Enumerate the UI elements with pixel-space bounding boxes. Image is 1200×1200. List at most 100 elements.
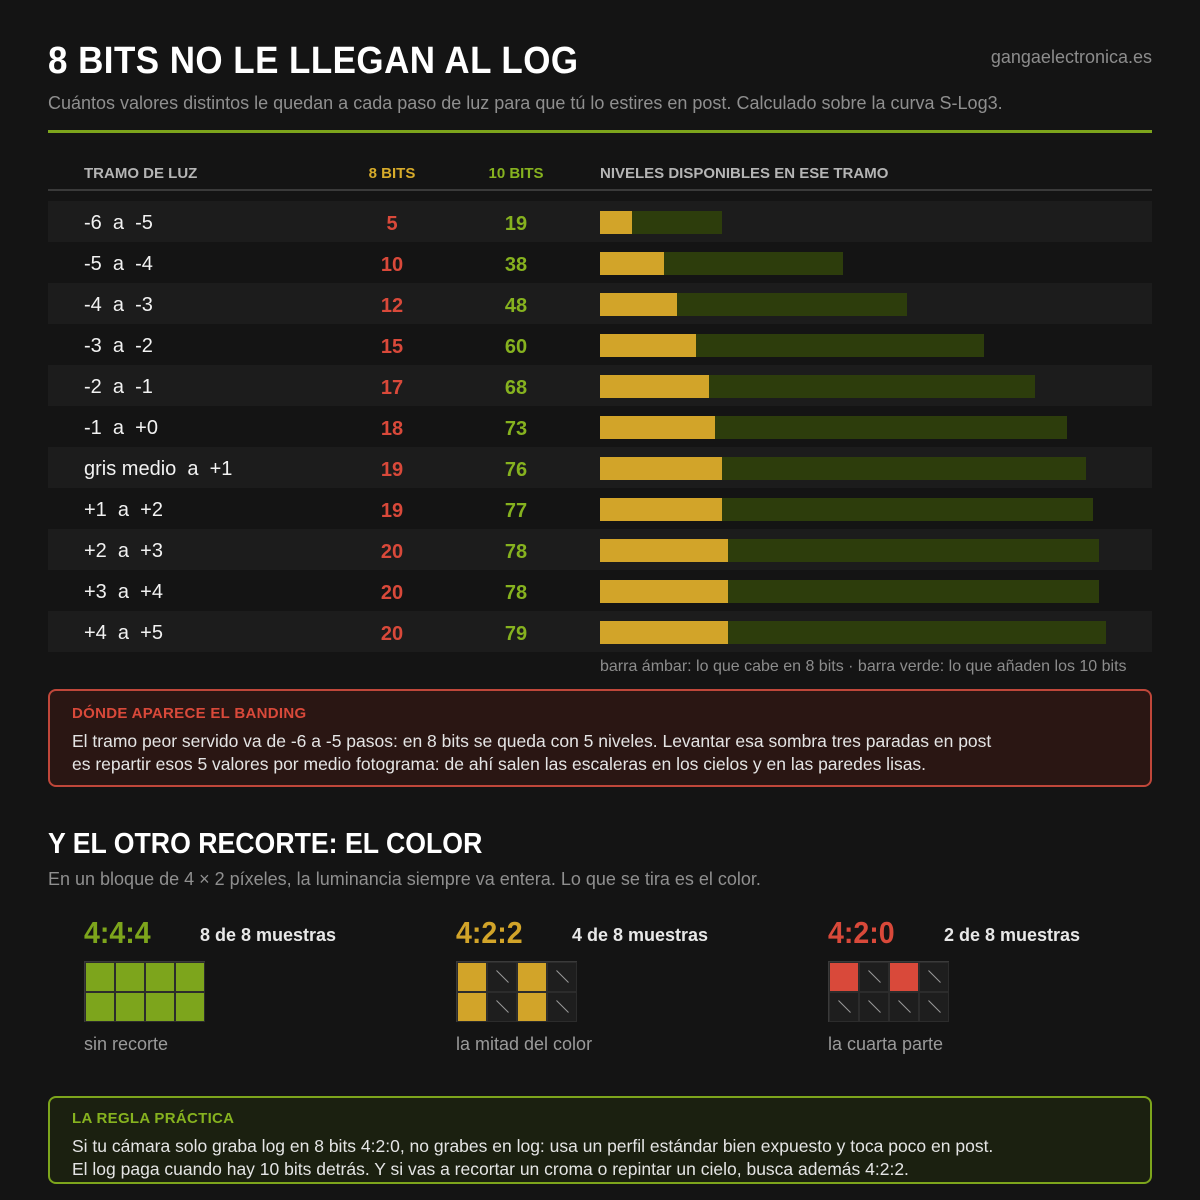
chroma-pixel: [85, 962, 115, 992]
chroma-pixel: [829, 962, 859, 992]
chroma-sample: 4:2:0 2 de 8 muestras la cuarta parte: [828, 915, 1168, 1065]
rule-title: LA REGLA PRÁCTICA: [72, 1110, 235, 1127]
chroma-pixel: [457, 992, 487, 1022]
bar-legend: barra ámbar: lo que cabe en 8 bits · bar…: [600, 658, 1127, 675]
bar-8bits: [600, 416, 716, 439]
range-label: +3 a +4: [84, 581, 163, 603]
bar-8bits: [600, 539, 728, 562]
discarded-pixel: [889, 992, 919, 1022]
bar-8bits: [600, 621, 728, 644]
bar-10bits: [600, 334, 984, 357]
value-8bits: 18: [380, 418, 404, 440]
value-10bits: 77: [504, 500, 528, 522]
value-10bits: 19: [504, 213, 528, 235]
chroma-pixel: [115, 962, 145, 992]
value-10bits: 78: [504, 582, 528, 604]
chroma-pixel: [145, 962, 175, 992]
discarded-pixel: [487, 992, 517, 1022]
range-label: +2 a +3: [84, 540, 163, 562]
discarded-pixel: [547, 992, 577, 1022]
rule-text-line-1: Si tu cámara solo graba log en 8 bits 4:…: [72, 1136, 994, 1156]
discarded-pixel: [859, 962, 889, 992]
range-label: -3 a -2: [84, 335, 153, 357]
value-10bits: 38: [504, 254, 528, 276]
bar-8bits: [600, 252, 664, 275]
value-8bits: 19: [380, 500, 404, 522]
sample-count: 2 de 8 muestras: [944, 925, 1081, 945]
bar-10bits: [600, 416, 1068, 439]
bar-8bits: [600, 334, 696, 357]
value-10bits: 76: [504, 459, 528, 481]
chroma-pixel: [517, 962, 547, 992]
range-label: gris medio a +1: [84, 458, 233, 480]
value-8bits: 20: [380, 623, 404, 645]
sample-label: 4:4:4: [84, 915, 151, 950]
value-8bits: 5: [386, 213, 398, 235]
sample-caption: sin recorte: [84, 1034, 169, 1054]
sample-label: 4:2:0: [828, 915, 895, 950]
bar-10bits: [600, 498, 1093, 521]
sample-label: 4:2:2: [456, 915, 523, 950]
table-row: -3 a -2 15 60: [48, 324, 1152, 365]
bar-8bits: [600, 580, 728, 603]
table-row: -1 a +0 18 73: [48, 406, 1152, 447]
value-10bits: 78: [504, 541, 528, 563]
page-subtitle: Cuántos valores distintos le quedan a ca…: [48, 93, 1003, 113]
table-row: +1 a +2 19 77: [48, 488, 1152, 529]
bar-10bits: [600, 457, 1087, 480]
sample-caption: la cuarta parte: [828, 1034, 944, 1054]
chroma-pixel: [175, 962, 205, 992]
rule-callout: LA REGLA PRÁCTICA Si tu cámara solo grab…: [48, 1096, 1152, 1184]
discarded-pixel: [547, 962, 577, 992]
chroma-pixel: [115, 992, 145, 1022]
discarded-pixel: [487, 962, 517, 992]
table-row: -6 a -5 5 19: [48, 201, 1152, 242]
banding-text-line-2: es repartir esos 5 valores por medio fot…: [72, 754, 927, 774]
value-10bits: 48: [504, 295, 528, 317]
color-section-title: Y EL OTRO RECORTE: EL COLOR: [48, 828, 483, 860]
title-divider: [48, 130, 1152, 133]
value-8bits: 10: [380, 254, 404, 276]
range-label: -1 a +0: [84, 417, 158, 439]
bar-8bits: [600, 498, 722, 521]
column-header-range: TRAMO DE LUZ: [84, 165, 198, 182]
page-title: 8 BITS NO LE LLEGAN AL LOG: [48, 40, 579, 82]
color-section-subtitle: En un bloque de 4 × 2 píxeles, la lumina…: [48, 869, 761, 889]
chroma-pixel: [175, 992, 205, 1022]
pixel-block: [456, 961, 577, 1022]
chroma-pixel: [889, 962, 919, 992]
pixel-block: [84, 961, 205, 1022]
range-label: -4 a -3: [84, 294, 153, 316]
bar-8bits: [600, 293, 677, 316]
value-8bits: 15: [380, 336, 404, 358]
banding-text-line-1: El tramo peor servido va de -6 a -5 paso…: [72, 731, 992, 751]
column-header-8bits: 8 BITS: [368, 165, 416, 182]
bar-8bits: [600, 211, 632, 234]
banding-title: DÓNDE APARECE EL BANDING: [72, 705, 307, 722]
value-10bits: 73: [504, 418, 528, 440]
pixel-block: [828, 961, 949, 1022]
table-row: +3 a +4 20 78: [48, 570, 1152, 611]
table-row: -4 a -3 12 48: [48, 283, 1152, 324]
value-8bits: 20: [380, 541, 404, 563]
table-row: -2 a -1 17 68: [48, 365, 1152, 406]
discarded-pixel: [859, 992, 889, 1022]
rule-text-line-2: El log paga cuando hay 10 bits detrás. Y…: [72, 1159, 909, 1179]
range-label: +1 a +2: [84, 499, 163, 521]
bar-10bits: [600, 375, 1036, 398]
site-name: gangaelectronica.es: [990, 47, 1152, 67]
bar-10bits: [600, 293, 908, 316]
chroma-pixel: [457, 962, 487, 992]
discarded-pixel: [919, 992, 949, 1022]
range-label: -2 a -1: [84, 376, 153, 398]
bar-8bits: [600, 457, 722, 480]
levels-table: -6 a -5 5 19 -5 a -4 10 38 -4 a -3 12 48 -3 a -2 1…: [48, 201, 1152, 652]
value-10bits: 60: [504, 336, 528, 358]
table-row: +4 a +5 20 79: [48, 611, 1152, 652]
table-row: +2 a +3 20 78: [48, 529, 1152, 570]
column-header-levels: NIVELES DISPONIBLES EN ESE TRAMO: [600, 165, 889, 182]
value-10bits: 68: [504, 377, 528, 399]
chroma-sample: 4:2:2 4 de 8 muestras la mitad del color: [456, 915, 796, 1065]
sample-count: 4 de 8 muestras: [572, 925, 709, 945]
value-8bits: 17: [380, 377, 404, 399]
